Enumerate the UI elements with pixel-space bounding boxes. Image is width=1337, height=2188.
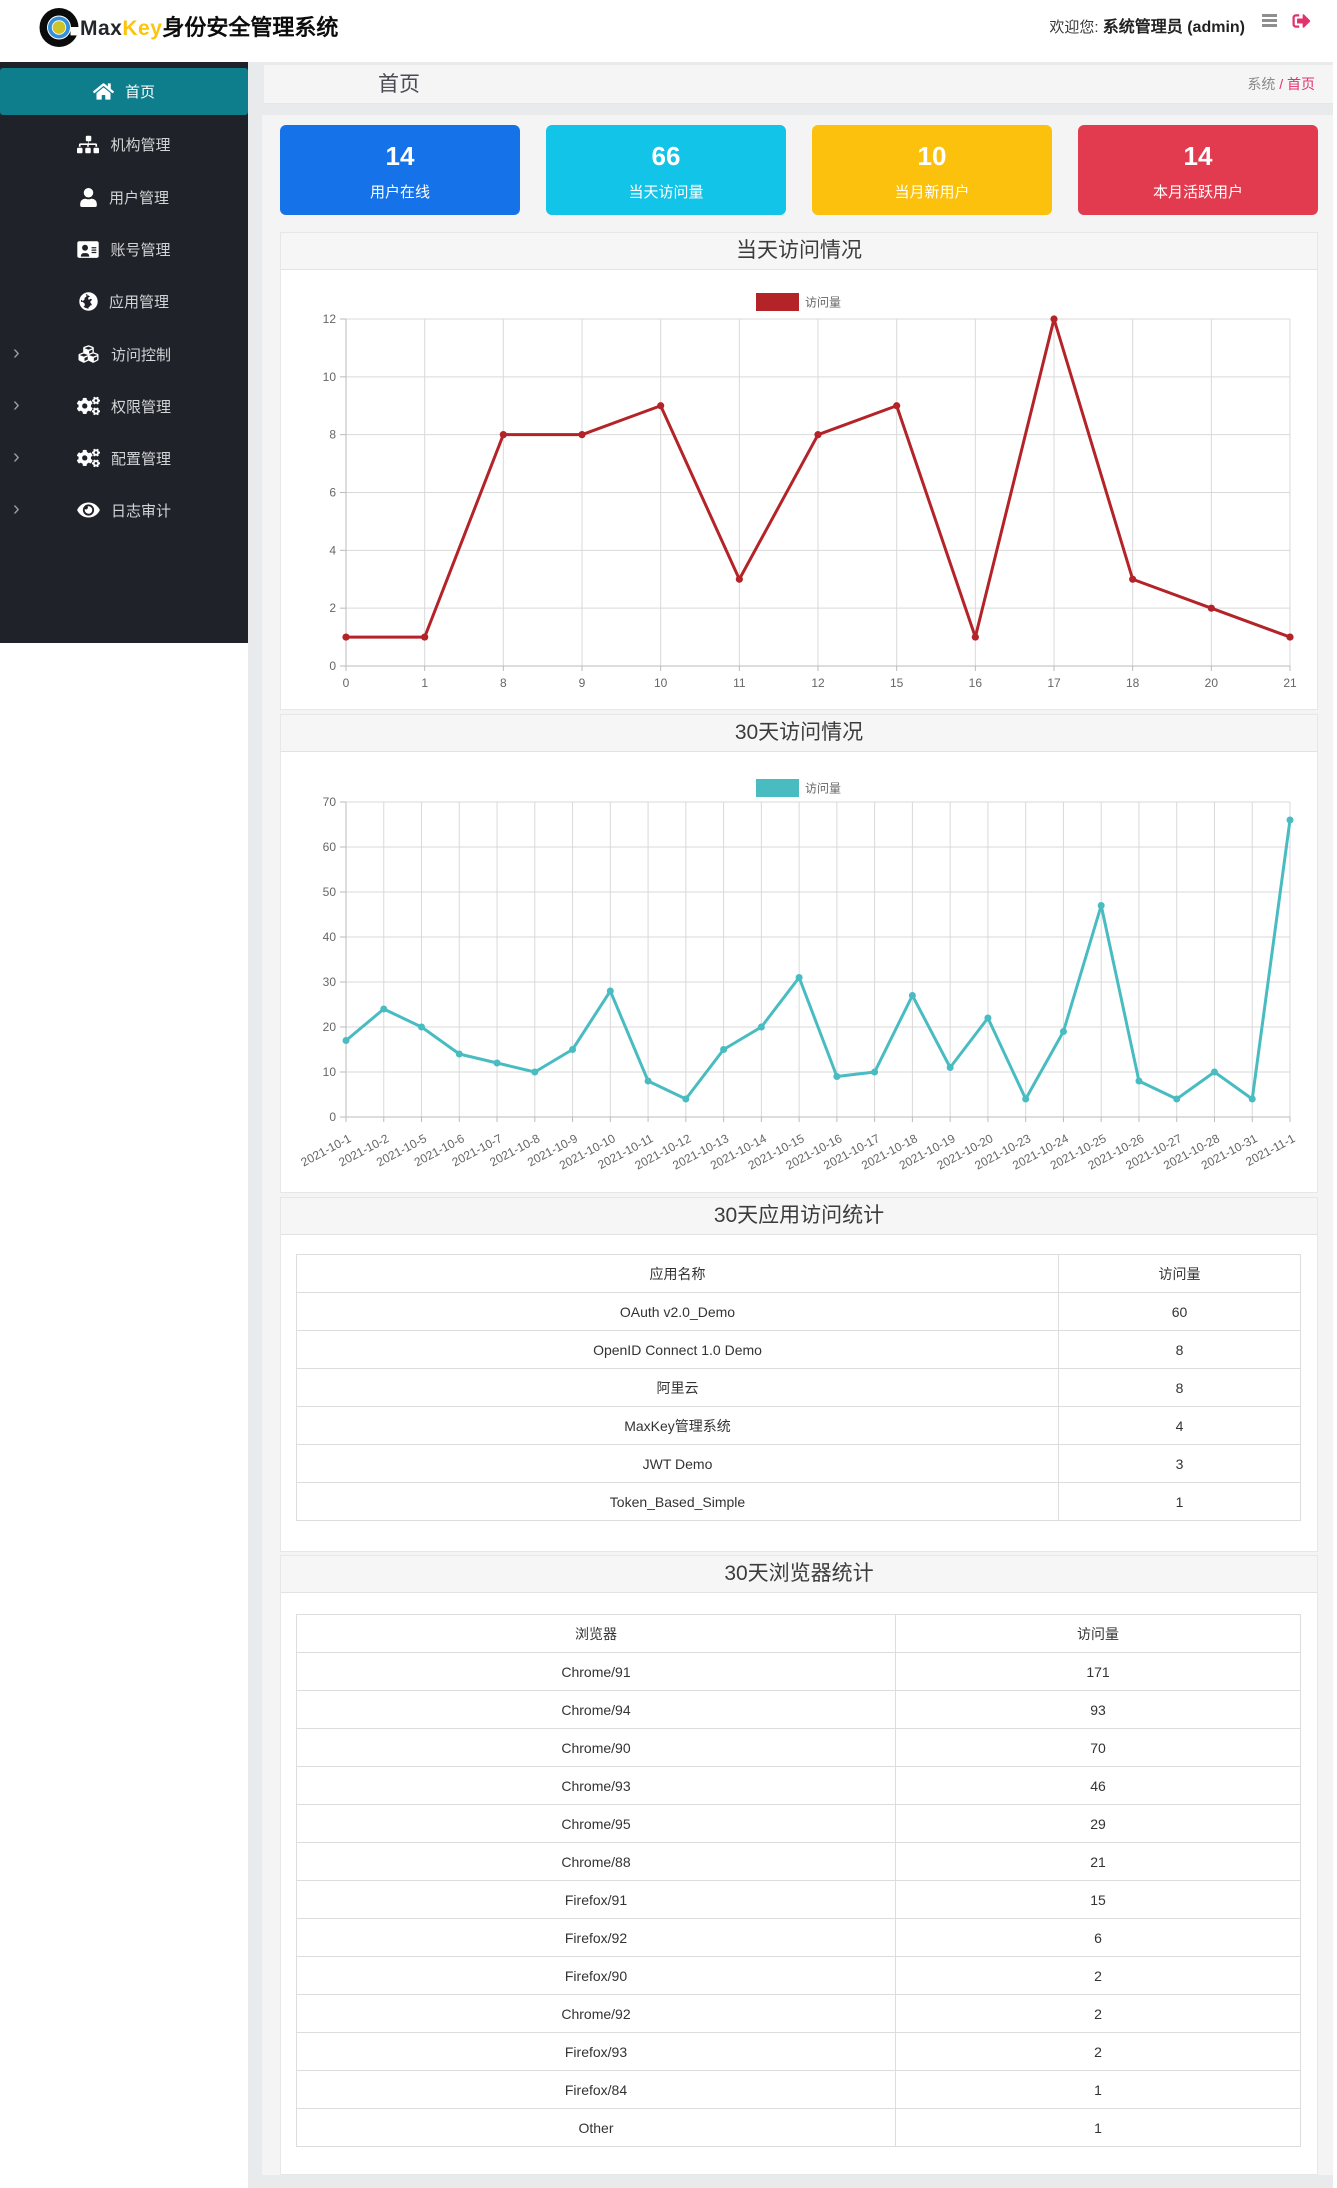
svg-text:17: 17: [1047, 676, 1061, 690]
svg-text:访问量: 访问量: [805, 782, 841, 796]
svg-text:10: 10: [654, 676, 668, 690]
svg-text:1: 1: [421, 676, 428, 690]
svg-text:11: 11: [733, 676, 746, 690]
svg-text:8: 8: [500, 676, 507, 690]
svg-text:30: 30: [323, 975, 337, 989]
svg-text:4: 4: [329, 543, 336, 557]
svg-text:12: 12: [811, 676, 825, 690]
svg-text:9: 9: [579, 676, 586, 690]
svg-text:21: 21: [1283, 676, 1297, 690]
svg-text:60: 60: [323, 840, 337, 854]
svg-text:50: 50: [323, 885, 337, 899]
svg-text:18: 18: [1126, 676, 1140, 690]
svg-text:2: 2: [329, 601, 336, 615]
svg-text:16: 16: [969, 676, 983, 690]
svg-text:8: 8: [329, 428, 336, 442]
svg-text:访问量: 访问量: [805, 296, 841, 310]
svg-text:0: 0: [329, 1110, 336, 1124]
svg-text:40: 40: [323, 930, 337, 944]
svg-text:20: 20: [323, 1020, 337, 1034]
svg-text:6: 6: [329, 486, 336, 500]
svg-text:10: 10: [323, 370, 337, 384]
svg-text:0: 0: [329, 659, 336, 673]
svg-text:15: 15: [890, 676, 904, 690]
svg-text:20: 20: [1205, 676, 1219, 690]
svg-text:10: 10: [323, 1065, 337, 1079]
svg-text:12: 12: [323, 312, 337, 326]
svg-text:70: 70: [323, 795, 337, 809]
svg-text:0: 0: [343, 676, 350, 690]
